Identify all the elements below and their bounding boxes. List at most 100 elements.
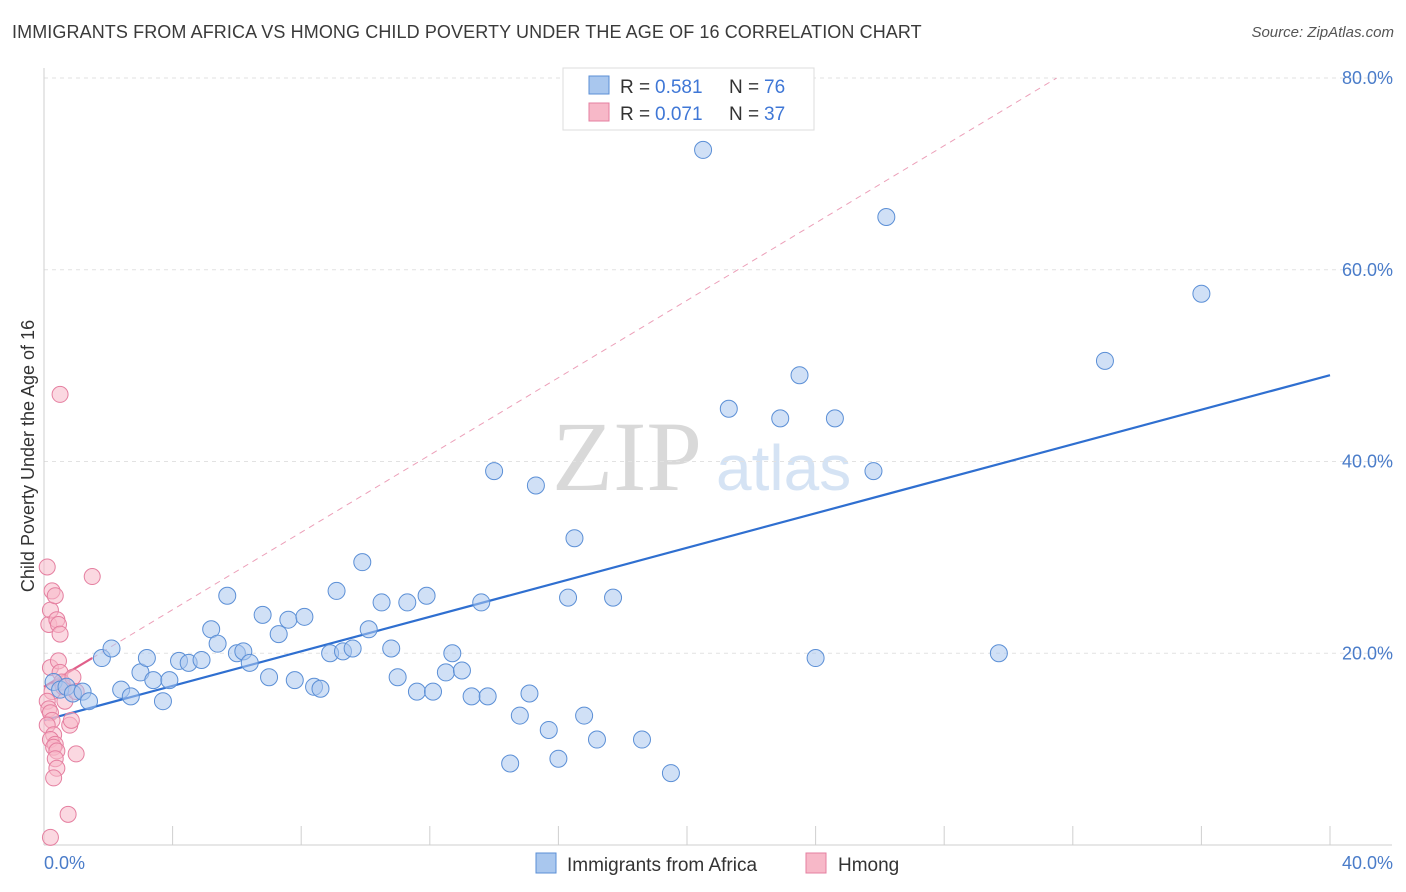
africa-point <box>153 692 172 711</box>
africa-point <box>285 671 304 690</box>
africa-point <box>565 529 584 548</box>
legend-swatch-africa <box>588 75 610 95</box>
africa-point <box>417 586 436 605</box>
africa-point <box>989 644 1008 663</box>
legend: R = 0.581 N = 76 R = 0.071 N = 37 <box>562 67 815 131</box>
africa-point <box>452 661 471 680</box>
africa-point <box>549 749 568 768</box>
africa-point <box>520 684 539 703</box>
legend-swatch-hmong <box>588 102 610 122</box>
y-tick-label: 80.0% <box>1342 68 1393 88</box>
y-axis-label: Child Poverty Under the Age of 16 <box>18 320 38 592</box>
chart-title: IMMIGRANTS FROM AFRICA VS HMONG CHILD PO… <box>12 22 922 42</box>
africa-point <box>253 605 272 624</box>
bottom-legend-swatch-hmong <box>805 852 827 874</box>
africa-point <box>1095 351 1114 370</box>
gridlines <box>44 77 1392 654</box>
x-tick-label-min: 0.0% <box>44 853 85 873</box>
hmong-point <box>51 625 69 643</box>
africa-point <box>436 663 455 682</box>
africa-point <box>121 687 140 706</box>
africa-point <box>343 639 362 658</box>
africa-point <box>443 644 462 663</box>
bottom-legend-label-hmong: Hmong <box>838 855 899 876</box>
africa-point <box>510 706 529 725</box>
africa-point <box>372 593 391 612</box>
africa-point <box>559 588 578 607</box>
bottom-legend-swatch-africa <box>535 852 557 874</box>
africa-point <box>80 692 99 711</box>
africa-point <box>353 553 372 572</box>
hmong-point <box>62 711 80 729</box>
africa-point <box>311 679 330 698</box>
x-tick-marks <box>172 826 1331 845</box>
watermark-atlas: atlas <box>716 432 851 504</box>
africa-point <box>295 607 314 626</box>
africa-point <box>501 754 520 773</box>
africa-point <box>864 462 883 481</box>
africa-point <box>472 593 491 612</box>
africa-point <box>575 706 594 725</box>
source-credit: Source: ZipAtlas.com <box>1251 24 1394 41</box>
africa-point <box>279 610 298 629</box>
africa-point <box>102 639 121 658</box>
bottom-legend-label-africa: Immigrants from Africa <box>567 855 757 876</box>
legend-r-value-africa: 0.581 <box>655 77 703 98</box>
africa-point <box>587 730 606 749</box>
africa-point <box>825 409 844 428</box>
africa-point <box>160 671 179 690</box>
africa-point <box>382 639 401 658</box>
africa-point <box>478 687 497 706</box>
legend-n-value-africa: 76 <box>764 77 785 98</box>
africa-point <box>269 625 288 644</box>
hmong-point <box>83 568 101 586</box>
legend-n-label-hmong: N = <box>729 104 759 125</box>
africa-point <box>144 671 163 690</box>
legend-r-label-africa: R = <box>620 77 650 98</box>
africa-point <box>719 399 738 418</box>
africa-point <box>632 730 651 749</box>
hmong-point <box>51 385 69 403</box>
hmong-point <box>46 587 64 605</box>
africa-point <box>424 682 443 701</box>
y-tick-labels: 20.0% 40.0% 60.0% 80.0% <box>1342 68 1393 663</box>
hmong-trend-extension <box>91 77 1057 659</box>
africa-point <box>398 593 417 612</box>
africa-point <box>208 634 227 653</box>
y-tick-label: 60.0% <box>1342 260 1393 280</box>
africa-point <box>1192 284 1211 303</box>
hmong-point <box>67 745 85 763</box>
bottom-legend: Immigrants from Africa Hmong <box>535 852 899 876</box>
africa-point <box>218 586 237 605</box>
y-tick-label: 20.0% <box>1342 643 1393 663</box>
africa-point <box>485 462 504 481</box>
hmong-point <box>41 828 59 846</box>
x-tick-label-max: 40.0% <box>1342 853 1393 873</box>
africa-point <box>661 764 680 783</box>
hmong-points <box>38 385 101 846</box>
hmong-point <box>38 558 56 576</box>
africa-point <box>790 366 809 385</box>
legend-r-label-hmong: R = <box>620 104 650 125</box>
legend-n-value-hmong: 37 <box>764 104 785 125</box>
africa-point <box>407 682 426 701</box>
africa-point <box>388 668 407 687</box>
africa-point <box>462 687 481 706</box>
africa-point <box>694 140 713 159</box>
africa-point <box>771 409 790 428</box>
africa-point <box>240 653 259 672</box>
africa-point <box>604 588 623 607</box>
africa-point <box>137 649 156 668</box>
africa-point <box>359 620 378 639</box>
legend-r-value-hmong: 0.071 <box>655 104 703 125</box>
africa-points <box>44 140 1211 783</box>
africa-point <box>806 649 825 668</box>
africa-point <box>877 208 896 227</box>
africa-point <box>260 668 279 687</box>
hmong-point <box>45 769 63 787</box>
legend-n-label-africa: N = <box>729 77 759 98</box>
africa-point <box>327 581 346 600</box>
y-tick-label: 40.0% <box>1342 452 1393 472</box>
africa-point <box>192 650 211 669</box>
